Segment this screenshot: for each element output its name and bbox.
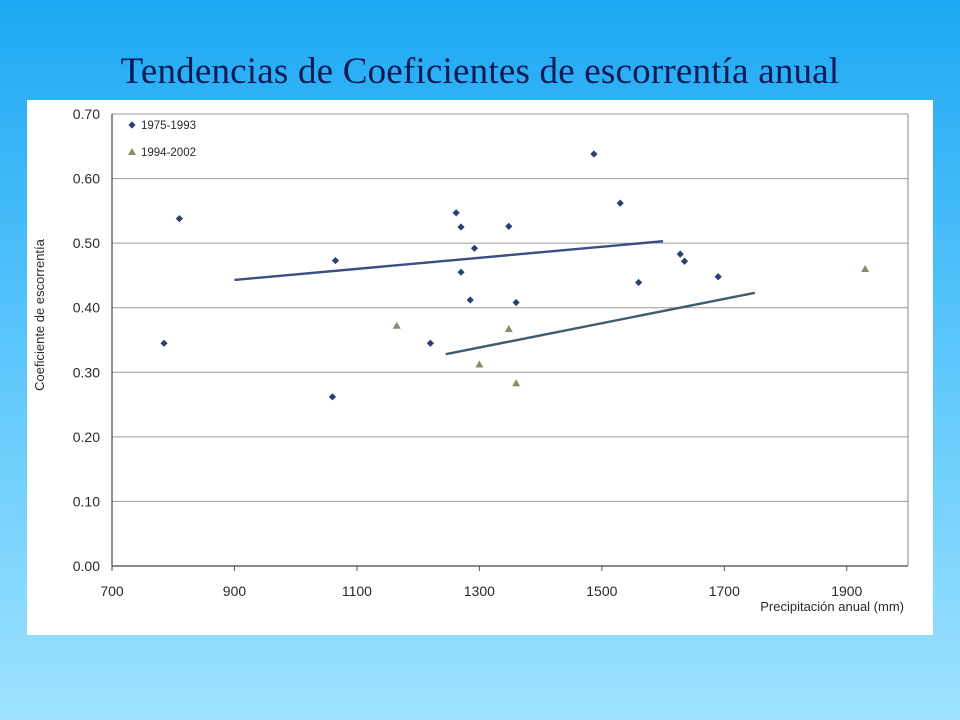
y-tick-label: 0.40	[73, 300, 100, 316]
x-tick-label: 1300	[464, 583, 495, 599]
y-tick-label: 0.50	[73, 235, 100, 251]
data-point-1975-1993	[331, 256, 340, 265]
tick-labels: 0.00 0.10 0.20 0.30 0.40 0.50 0.60 0.70 700 900 11…	[73, 106, 863, 599]
data-point-1994-2002	[512, 379, 521, 387]
data-point-1975-1993	[505, 222, 513, 230]
legend-marker-1975-1993	[128, 121, 136, 129]
x-tick-label: 1900	[831, 583, 862, 599]
data-point-1994-2002	[475, 360, 484, 368]
data-point-1975-1993	[680, 257, 689, 265]
data-point-1994-2002	[861, 264, 870, 272]
data-point-1994-2002	[504, 325, 513, 333]
axes	[111, 114, 909, 571]
slide-title: Tendencias de Coeficientes de escorrentí…	[120, 51, 840, 92]
data-point-1975-1993	[457, 223, 465, 231]
y-tick-label: 0.00	[73, 558, 100, 574]
data-point-1975-1993	[426, 339, 434, 347]
data-points	[160, 150, 870, 401]
grid-lines	[112, 113, 908, 502]
x-tick-label: 900	[223, 583, 247, 599]
x-axis-label: Precipitación anual (mm)	[760, 599, 904, 614]
data-point-1975-1993	[328, 393, 337, 401]
y-tick-label: 0.30	[73, 364, 100, 380]
data-point-1975-1993	[160, 339, 168, 347]
scatter-chart: 0.00 0.10 0.20 0.30 0.40 0.50 0.60 0.70 700 900 11…	[32, 106, 909, 614]
legend-label: 1994-2002	[141, 147, 196, 159]
legend-label: 1975-1993	[141, 120, 196, 132]
trendline-1975-1993	[234, 240, 664, 282]
y-tick-label: 0.10	[73, 493, 100, 509]
chart-panel: 0.00 0.10 0.20 0.30 0.40 0.50 0.60 0.70 700 900 11…	[27, 100, 933, 635]
y-tick-label: 0.70	[73, 106, 100, 122]
data-point-1975-1993	[590, 150, 598, 158]
data-point-1975-1993	[714, 273, 722, 281]
data-point-1975-1993	[470, 244, 479, 252]
x-tick-label: 1100	[342, 583, 372, 599]
data-point-1975-1993	[676, 250, 684, 258]
data-point-1975-1993	[512, 298, 520, 307]
y-axis-label: Coeficiente de escorrentía	[32, 238, 47, 391]
data-point-1975-1993	[457, 268, 465, 276]
data-point-1975-1993	[616, 199, 624, 207]
data-point-1975-1993	[634, 278, 643, 287]
legend-marker-1994-2002	[128, 148, 136, 155]
y-tick-label: 0.60	[73, 171, 100, 187]
data-point-1975-1993	[175, 215, 183, 223]
trendlines	[234, 240, 756, 356]
legend: 1975-1993 1994-2002	[128, 120, 196, 159]
trendline-1994-2002	[445, 291, 756, 356]
data-point-1975-1993	[452, 209, 460, 217]
data-point-1975-1993	[466, 296, 474, 304]
y-tick-label: 0.20	[73, 429, 100, 445]
x-tick-label: 700	[100, 583, 124, 599]
x-tick-label: 1700	[709, 583, 740, 599]
data-point-1994-2002	[392, 321, 401, 329]
x-tick-label: 1500	[586, 583, 617, 599]
